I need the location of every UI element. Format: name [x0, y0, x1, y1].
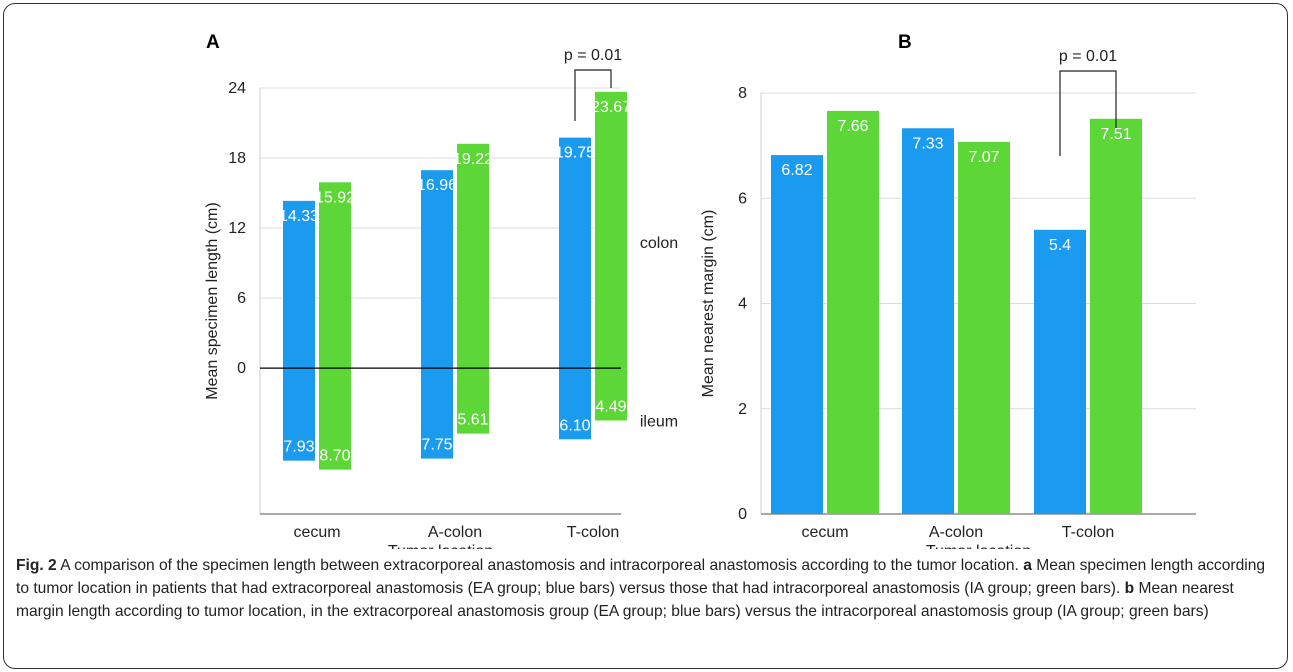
side-label-ileum: ileum: [640, 413, 678, 430]
y-tick-label: 6: [738, 190, 747, 207]
y-tick-label: 0: [237, 360, 246, 377]
figure-caption: Fig. 2 A comparison of the specimen leng…: [16, 554, 1276, 623]
y-axis-title: Mean specimen length (cm): [204, 202, 221, 399]
bar-below-value-label: 5.61: [457, 412, 488, 429]
caption-text-3: Mean nearest margin length according to …: [16, 580, 1234, 620]
bar-value-label: 7.51: [1100, 126, 1131, 143]
bar: [457, 143, 489, 369]
bar: [559, 137, 591, 369]
bar-value-label: 7.66: [837, 118, 868, 135]
panel-label: A: [206, 32, 220, 53]
bar-below: [595, 368, 627, 421]
bar-below: [319, 368, 351, 470]
bar-below-value-label: 6.10: [559, 417, 590, 434]
significance-bracket: [574, 69, 612, 121]
caption-a-label: a: [1023, 557, 1032, 574]
x-tick-label: cecum: [293, 524, 340, 541]
x-tick-label: T-colon: [1062, 524, 1114, 541]
bar-value-label: 15.92: [315, 189, 355, 206]
bar-value-label: 6.82: [781, 162, 812, 179]
significance-bracket: [1059, 70, 1117, 156]
bar: [771, 155, 823, 514]
bar: [595, 91, 627, 369]
x-tick-label: A-colon: [428, 524, 482, 541]
significance-label: p = 0.01: [564, 47, 622, 64]
bar-below: [421, 368, 453, 459]
figure-frame: A 0 6 12 18 24 14.33 7.93 16.96 7.75 19.75 6.10 15.9…: [3, 3, 1288, 669]
bar-below: [283, 368, 315, 461]
bar-value-label: 19.22: [453, 151, 493, 168]
bar-below-value-label: 7.93: [283, 439, 314, 456]
significance-label: p = 0.01: [1059, 48, 1117, 65]
caption-fig-label: Fig. 2: [16, 557, 57, 574]
bar: [421, 170, 453, 369]
x-axis-title: Tumor location: [926, 543, 1031, 549]
y-tick-label: 8: [738, 85, 747, 102]
y-tick-label: 6: [237, 290, 246, 307]
bar-value-label: 16.96: [417, 177, 457, 194]
bar-below-value-label: 7.75: [421, 437, 452, 454]
y-tick-label: 18: [228, 150, 246, 167]
bar-value-label: 19.75: [555, 145, 595, 162]
bar-below: [559, 368, 591, 440]
x-tick-label: cecum: [801, 524, 848, 541]
y-tick-label: 0: [738, 506, 747, 523]
side-label-colon: colon: [640, 235, 678, 252]
y-tick-label: 12: [228, 220, 246, 237]
caption-text-1: A comparison of the specimen length betw…: [56, 557, 1024, 574]
bar: [827, 110, 879, 514]
bar: [958, 141, 1010, 514]
caption-text-2: Mean specimen length according to tumor …: [16, 557, 1266, 597]
y-tick-label: 24: [228, 80, 246, 97]
y-tick-label: 2: [738, 401, 747, 418]
panel-label: B: [898, 32, 912, 53]
x-tick-label: A-colon: [929, 524, 983, 541]
x-tick-label: T-colon: [567, 524, 619, 541]
bar: [1034, 229, 1086, 514]
bar: [1090, 118, 1142, 514]
y-tick-label: 4: [738, 296, 747, 313]
bar-below-value-label: 8.70: [319, 448, 350, 465]
bar-value-label: 7.07: [968, 149, 999, 166]
figure-svg: A0612182414.337.9316.967.7519.756.1015.9…: [204, 32, 1196, 549]
bar-below: [457, 368, 489, 434]
bar: [902, 128, 954, 514]
bar-value-label: 14.33: [279, 208, 319, 225]
bar-value-label: 23.67: [591, 99, 631, 116]
bar: [283, 200, 315, 369]
bar-value-label: 7.33: [912, 135, 943, 152]
y-axis-title: Mean nearest margin (cm): [700, 210, 717, 398]
bar-value-label: 5.4: [1049, 237, 1071, 254]
caption-b-label: b: [1124, 580, 1135, 597]
bar-below-value-label: 4.49: [595, 399, 626, 416]
bar: [319, 182, 351, 369]
x-axis-title: Tumor location: [388, 543, 493, 549]
